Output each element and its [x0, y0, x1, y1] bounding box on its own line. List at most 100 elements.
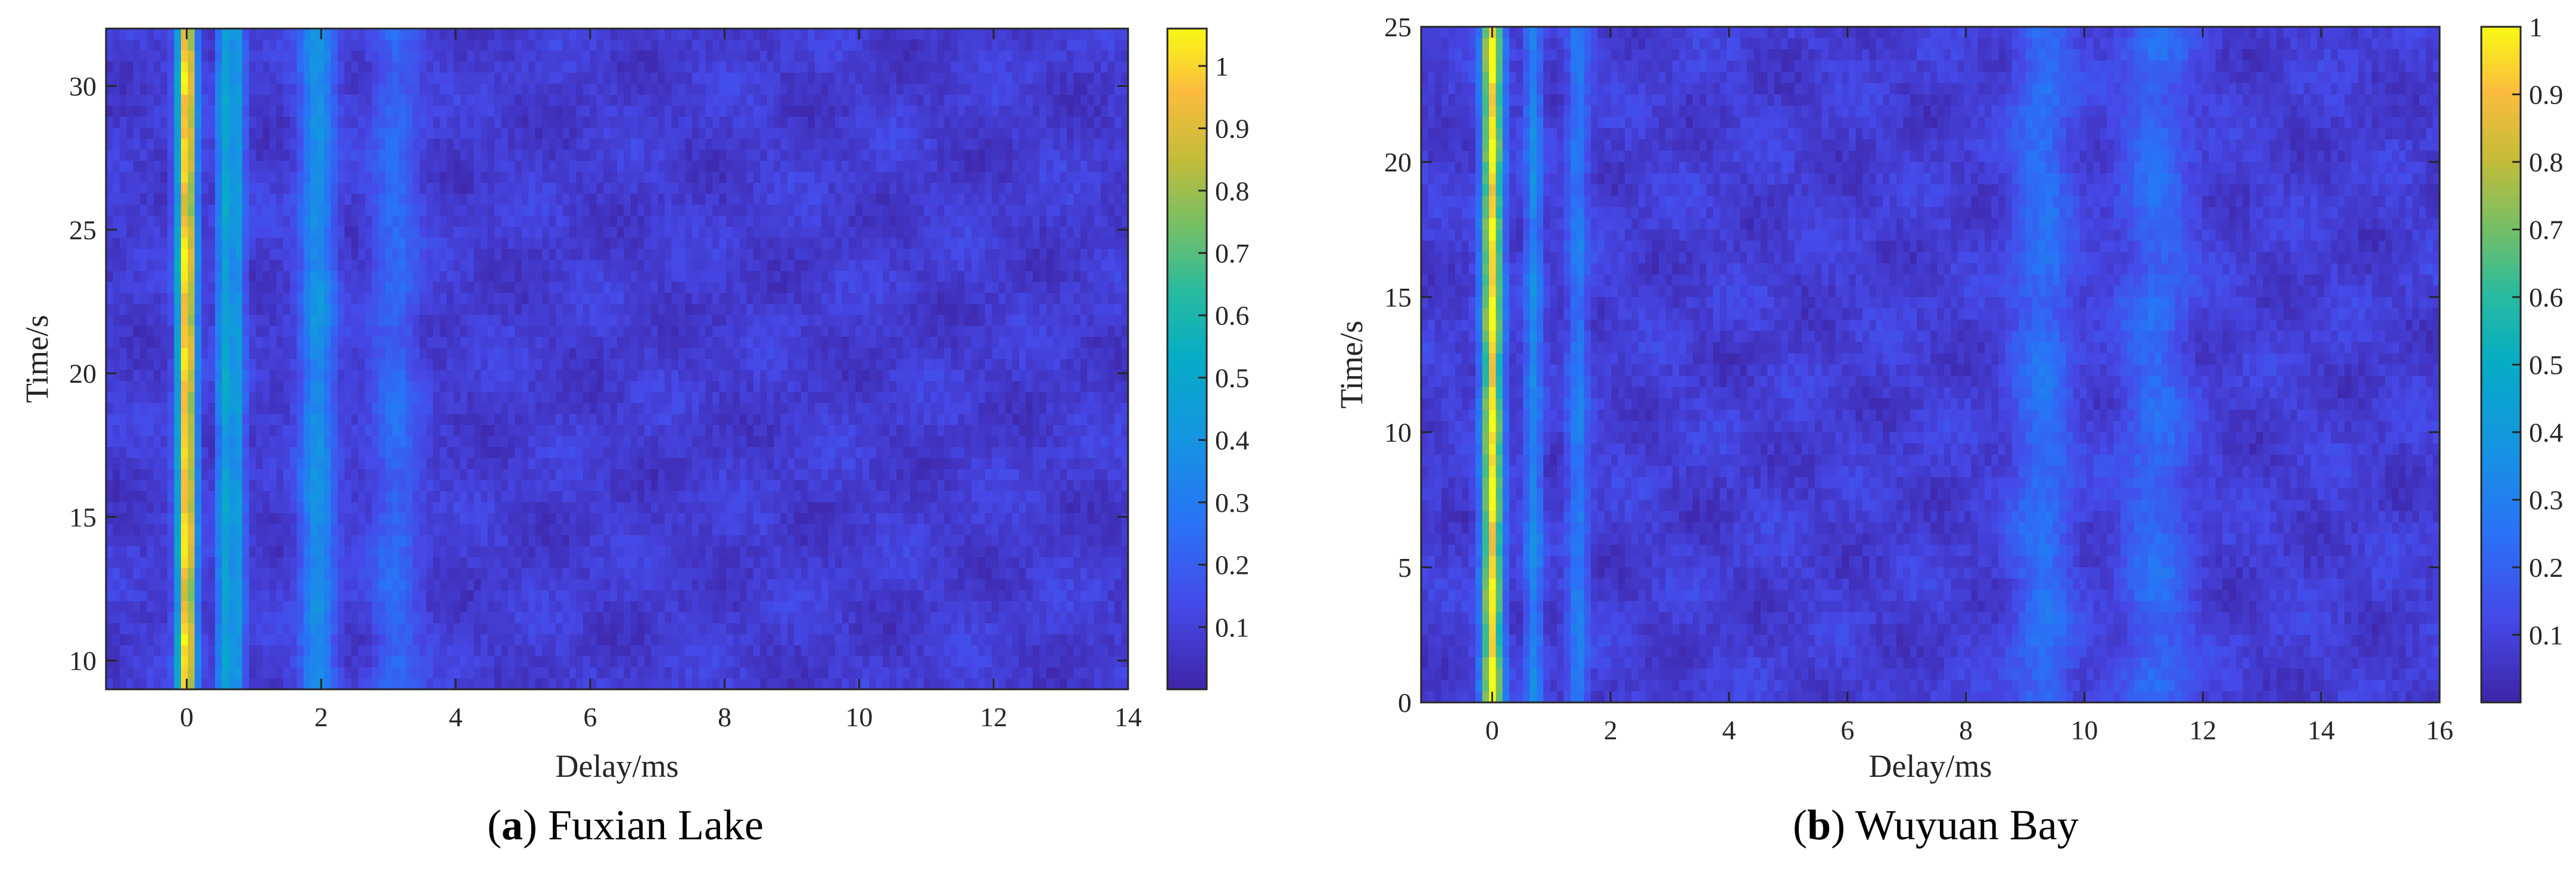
heatmap-cell	[739, 39, 747, 51]
heatmap-cell	[487, 315, 495, 327]
heatmap-cell	[358, 171, 366, 183]
heatmap-cell	[896, 293, 904, 305]
heatmap-cell	[378, 149, 386, 161]
heatmap-cell	[1026, 193, 1033, 205]
heatmap-cell	[1087, 282, 1095, 293]
heatmap-cell	[392, 205, 400, 217]
heatmap-cell	[481, 139, 488, 151]
heatmap-cell	[992, 271, 999, 283]
heatmap-cell	[951, 171, 958, 183]
heatmap-cell	[671, 29, 679, 40]
heatmap-cell	[106, 348, 114, 360]
heatmap-cell	[930, 51, 938, 63]
heatmap-cell	[167, 249, 175, 261]
heatmap-cell	[828, 381, 836, 393]
heatmap-cell	[1094, 73, 1102, 85]
heatmap-cell	[303, 149, 311, 161]
heatmap-cell	[447, 315, 454, 327]
heatmap-cell	[889, 293, 897, 305]
heatmap-cell	[392, 95, 400, 107]
heatmap-cell	[453, 227, 461, 239]
heatmap-cell	[739, 249, 747, 261]
heatmap-cell	[140, 39, 148, 51]
heatmap-cell	[658, 271, 665, 283]
heatmap-cell	[746, 83, 754, 95]
heatmap-cell	[365, 139, 372, 151]
heatmap-cell	[787, 193, 795, 205]
heatmap-cell	[1012, 73, 1020, 85]
heatmap-cell	[317, 293, 325, 305]
heatmap-cell	[487, 227, 495, 239]
heatmap-cell	[474, 348, 481, 360]
heatmap-cell	[1053, 359, 1061, 371]
heatmap-cell	[1039, 205, 1047, 217]
heatmap-cell	[208, 271, 216, 283]
heatmap-cell	[1005, 293, 1013, 305]
heatmap-cell	[958, 29, 965, 40]
heatmap-cell	[269, 293, 277, 305]
heatmap-cell	[447, 139, 454, 151]
heatmap-cell	[889, 249, 897, 261]
heatmap-cell	[140, 315, 148, 327]
heatmap-cell	[542, 105, 550, 117]
heatmap-cell	[1032, 95, 1041, 107]
heatmap-cell	[372, 95, 379, 107]
heatmap-cell	[842, 282, 849, 293]
heatmap-cell	[222, 95, 229, 107]
heatmap-cell	[862, 61, 870, 73]
heatmap-cell	[671, 117, 679, 129]
heatmap-cell	[324, 359, 332, 371]
heatmap-cell	[549, 139, 556, 151]
heatmap-cell	[671, 348, 679, 360]
heatmap-cell	[337, 51, 345, 63]
heatmap-cell	[951, 215, 958, 227]
heatmap-cell	[180, 304, 189, 315]
heatmap-cell	[1053, 117, 1061, 129]
heatmap-cell	[365, 149, 372, 161]
heatmap-cell	[828, 183, 836, 195]
heatmap-cell	[719, 73, 727, 85]
heatmap-cell	[1018, 370, 1027, 382]
heatmap-cell	[958, 282, 965, 293]
heatmap-cell	[821, 183, 829, 195]
heatmap-cell	[848, 205, 856, 217]
heatmap-cell	[767, 238, 774, 249]
heatmap-cell	[992, 171, 999, 183]
heatmap-cell	[1114, 193, 1122, 205]
heatmap-cell	[358, 29, 366, 40]
heatmap-cell	[842, 315, 849, 327]
heatmap-cell	[276, 171, 284, 183]
heatmap-cell	[398, 238, 407, 249]
heatmap-cell	[909, 315, 918, 327]
heatmap-cell	[372, 293, 379, 305]
heatmap-cell	[249, 105, 257, 117]
heatmap-cell	[215, 282, 223, 293]
heatmap-cell	[985, 161, 992, 173]
heatmap-cell	[447, 205, 454, 217]
heatmap-cell	[440, 370, 447, 382]
heatmap-cell	[671, 293, 679, 305]
heatmap-cell	[596, 359, 604, 371]
heatmap-cell	[719, 370, 727, 382]
heatmap-cell	[930, 205, 938, 217]
heatmap-cell	[937, 238, 945, 249]
heatmap-cell	[535, 238, 543, 249]
heatmap-cell	[562, 183, 570, 195]
heatmap-cell	[133, 205, 141, 217]
heatmap-cell	[678, 95, 686, 107]
heatmap-cell	[222, 127, 229, 139]
heatmap-cell	[1087, 117, 1095, 129]
heatmap-cell	[610, 73, 618, 85]
heatmap-cell	[222, 29, 229, 40]
heatmap-cell	[726, 315, 734, 327]
heatmap-cell	[208, 315, 216, 327]
heatmap-cell	[848, 51, 856, 63]
heatmap-cell	[992, 337, 999, 349]
heatmap-cell	[1046, 215, 1054, 227]
heatmap-cell	[331, 127, 338, 139]
heatmap-cell	[753, 326, 761, 338]
heatmap-cell	[201, 83, 209, 95]
heatmap-cell	[699, 83, 706, 95]
heatmap-cell	[1073, 193, 1081, 205]
heatmap-cell	[180, 105, 189, 117]
